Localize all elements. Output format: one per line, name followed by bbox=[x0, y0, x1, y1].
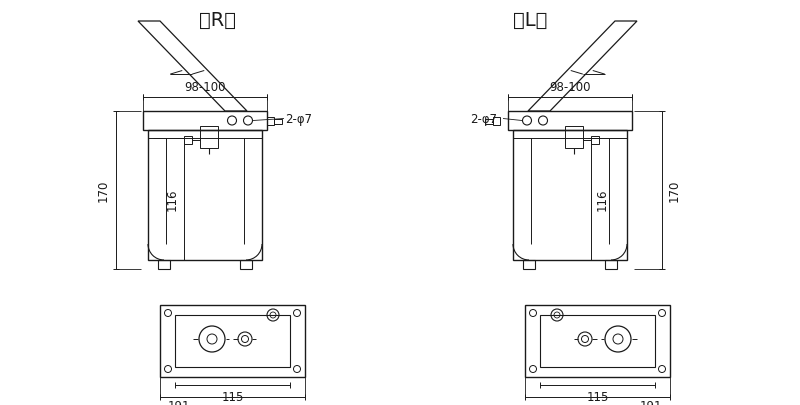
Bar bbox=[525, 305, 670, 377]
Text: 2-φ7: 2-φ7 bbox=[285, 113, 312, 126]
Bar bbox=[493, 117, 500, 125]
Bar bbox=[565, 127, 583, 149]
Text: 98-100: 98-100 bbox=[184, 81, 226, 94]
Bar bbox=[267, 117, 274, 125]
Bar bbox=[160, 305, 305, 377]
Text: 98-100: 98-100 bbox=[550, 81, 590, 94]
Bar bbox=[513, 131, 627, 260]
Text: 170: 170 bbox=[668, 179, 681, 202]
Text: 191: 191 bbox=[168, 399, 190, 405]
Bar bbox=[184, 136, 192, 145]
Text: 2-φ7: 2-φ7 bbox=[470, 113, 497, 126]
Text: 116: 116 bbox=[166, 188, 179, 211]
Text: 191: 191 bbox=[639, 399, 662, 405]
Bar bbox=[274, 119, 282, 124]
Bar bbox=[605, 260, 617, 269]
Bar bbox=[158, 260, 170, 269]
Text: 115: 115 bbox=[222, 390, 244, 403]
Text: （L）: （L） bbox=[513, 11, 547, 30]
Bar bbox=[240, 260, 252, 269]
Bar bbox=[148, 131, 262, 260]
Bar bbox=[485, 119, 493, 124]
Text: 115: 115 bbox=[586, 390, 609, 403]
Bar bbox=[540, 315, 655, 367]
Bar bbox=[523, 260, 535, 269]
Text: 116: 116 bbox=[596, 188, 609, 211]
Bar bbox=[508, 112, 632, 131]
Text: 170: 170 bbox=[97, 179, 110, 202]
Bar bbox=[175, 315, 290, 367]
Text: （R）: （R） bbox=[199, 11, 237, 30]
Bar bbox=[143, 112, 267, 131]
Bar bbox=[591, 136, 599, 145]
Bar bbox=[200, 127, 218, 149]
